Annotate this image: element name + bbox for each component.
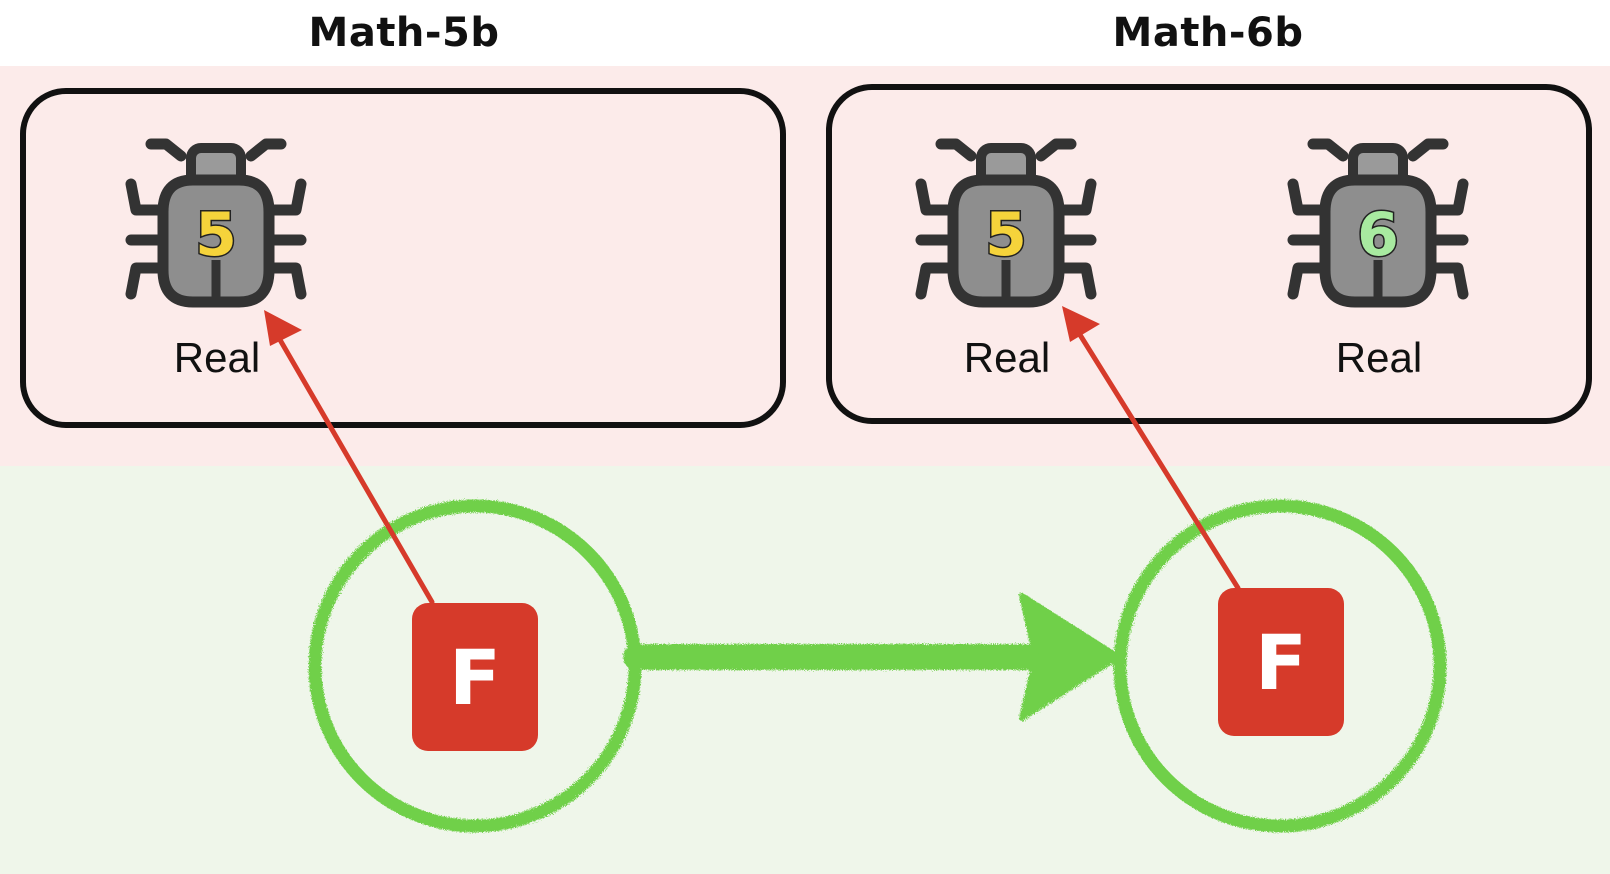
bug-icon: 5	[125, 138, 307, 308]
bug-icon: 5	[915, 138, 1097, 308]
file-icon: F	[1218, 588, 1344, 736]
bug-icon: 6	[1287, 138, 1469, 308]
file-icon: F	[412, 603, 538, 751]
file-region-background	[0, 466, 1610, 874]
panel-title-math-5b: Math-5b	[308, 10, 500, 56]
bug-number-math-5b-1: 5	[195, 200, 237, 270]
bug-number-math-6b-2: 6	[1357, 200, 1399, 270]
bug-label-math-5b-1: Real	[173, 334, 261, 381]
panel-title-math-6b: Math-6b	[1112, 10, 1304, 56]
bug-label-math-6b-1: Real	[963, 334, 1051, 381]
bug-label-math-6b-2: Real	[1335, 334, 1423, 381]
bug-number-math-6b-1: 5	[985, 200, 1027, 270]
